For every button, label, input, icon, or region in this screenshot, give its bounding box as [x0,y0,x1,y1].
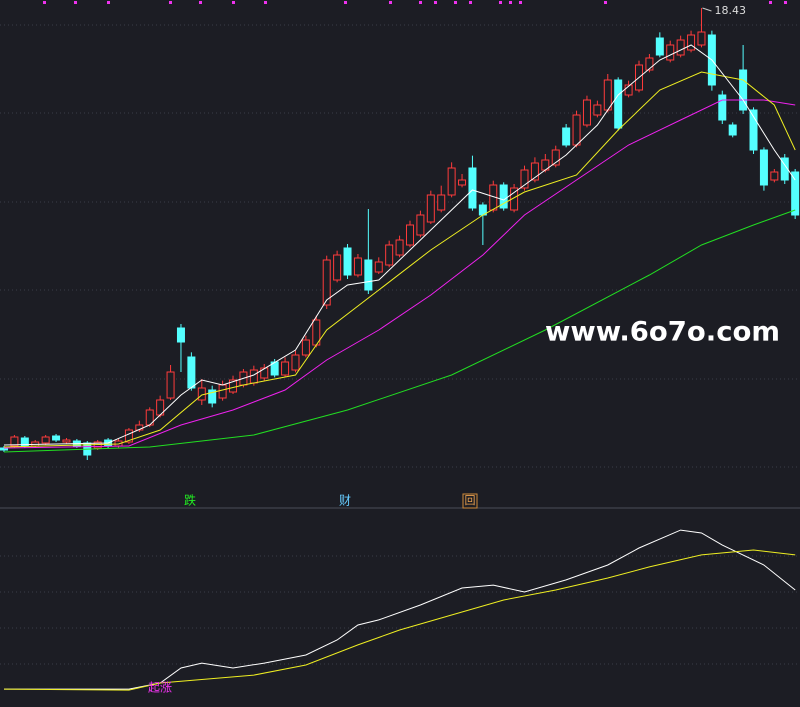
marker [419,1,422,4]
candle-body [364,259,373,291]
candle-body [770,171,779,181]
candle-body [530,162,539,181]
candle-body [447,167,456,196]
candle-body [676,39,685,56]
candle-body [333,254,342,281]
marker [389,1,392,4]
candle-body [249,369,258,384]
marker [499,1,502,4]
candle-body [343,247,352,276]
candle-body [426,194,435,223]
candle-body [10,436,19,447]
candle-body [385,244,394,266]
candle-body [593,104,602,116]
indicator-line [4,529,796,690]
candle-body [624,84,633,96]
candle-body [520,169,529,189]
candle-body [759,149,768,186]
candle-body [749,109,758,151]
candle-body [780,157,789,181]
indicator-line [3,209,796,453]
candle-body [739,69,748,111]
candle-body [718,94,727,121]
marker [454,1,457,4]
candle-body [666,44,675,61]
candle-body [322,259,331,306]
marker [769,1,772,4]
candle-body [645,57,654,71]
high-label: 18.43 [714,4,746,17]
candle-body [499,184,508,209]
indicator-line [3,71,796,448]
watermark: www.6o7o.com [545,317,780,348]
candle-body [218,384,227,399]
indicator-line [3,549,796,691]
candle-body [229,379,238,393]
candle-body [187,356,196,389]
candle-body [510,187,519,211]
grid [0,24,800,665]
indicator-line [3,44,796,446]
candle-body [582,99,591,126]
candle-body [260,367,269,379]
candle-body [791,171,800,216]
candle-body [41,436,50,444]
high-pointer [702,7,712,12]
candle-body [62,439,71,443]
candle-body [301,339,310,356]
signal-label: 财 [339,494,351,508]
candle-body [562,127,571,146]
candle-body [437,194,446,211]
marker [169,1,172,4]
signal-box [462,493,478,509]
indicator-line [3,99,796,449]
candle-body [572,114,581,146]
marker [232,1,235,4]
marker [519,1,522,4]
candle-body [728,124,737,136]
top-markers [43,1,787,4]
candle-body [603,79,612,111]
candle-body [458,179,467,186]
marker [604,1,607,4]
candle-body [166,371,175,399]
indicator-annotation: 起涨 [148,680,172,695]
candle-body [687,34,696,51]
marker [199,1,202,4]
candle-body [395,239,404,256]
marker [107,1,110,4]
candle-body [614,79,623,129]
marker [469,1,472,4]
candle-body [52,435,61,441]
candle-body [416,214,425,236]
candle-body [208,389,217,404]
marker [434,1,437,4]
candle-body [468,167,477,209]
marker [74,1,77,4]
candle-body [281,361,290,376]
marker [344,1,347,4]
marker [264,1,267,4]
marker [509,1,512,4]
marker [43,1,46,4]
signal-label: 跌 [184,493,196,508]
candle-body [551,149,560,166]
candle-body [697,31,706,46]
candle-body [374,261,383,273]
candle-body [176,327,185,343]
marker [784,1,787,4]
plot: 18.43 [0,4,800,691]
candle-body [655,37,664,56]
candle-body [291,354,300,371]
signal-label: 回 [465,494,476,507]
candle-body [405,224,414,246]
candle-body [353,257,362,276]
